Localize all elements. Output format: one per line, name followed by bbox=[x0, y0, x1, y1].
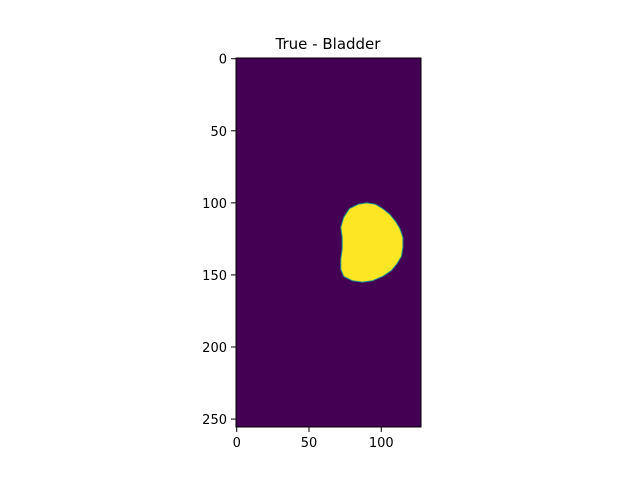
plot-area bbox=[235, 57, 422, 428]
bladder-mask-region bbox=[340, 202, 404, 283]
chart-title: True - Bladder bbox=[275, 35, 382, 53]
y-axis: 0 50 100 150 200 250 bbox=[202, 53, 236, 428]
y-tick-label: 150 bbox=[202, 269, 227, 284]
x-tick-label: 0 bbox=[233, 436, 241, 451]
y-tick-label: 100 bbox=[202, 197, 227, 212]
axes-frame bbox=[235, 57, 422, 428]
y-tick-label: 200 bbox=[202, 341, 227, 356]
y-tick-label: 50 bbox=[210, 125, 227, 140]
x-tick-label: 100 bbox=[369, 436, 394, 451]
x-tick-label: 50 bbox=[301, 436, 318, 451]
y-tick-label: 250 bbox=[202, 413, 227, 428]
x-axis: 0 50 100 bbox=[233, 427, 394, 451]
y-tick-label: 0 bbox=[219, 53, 227, 68]
